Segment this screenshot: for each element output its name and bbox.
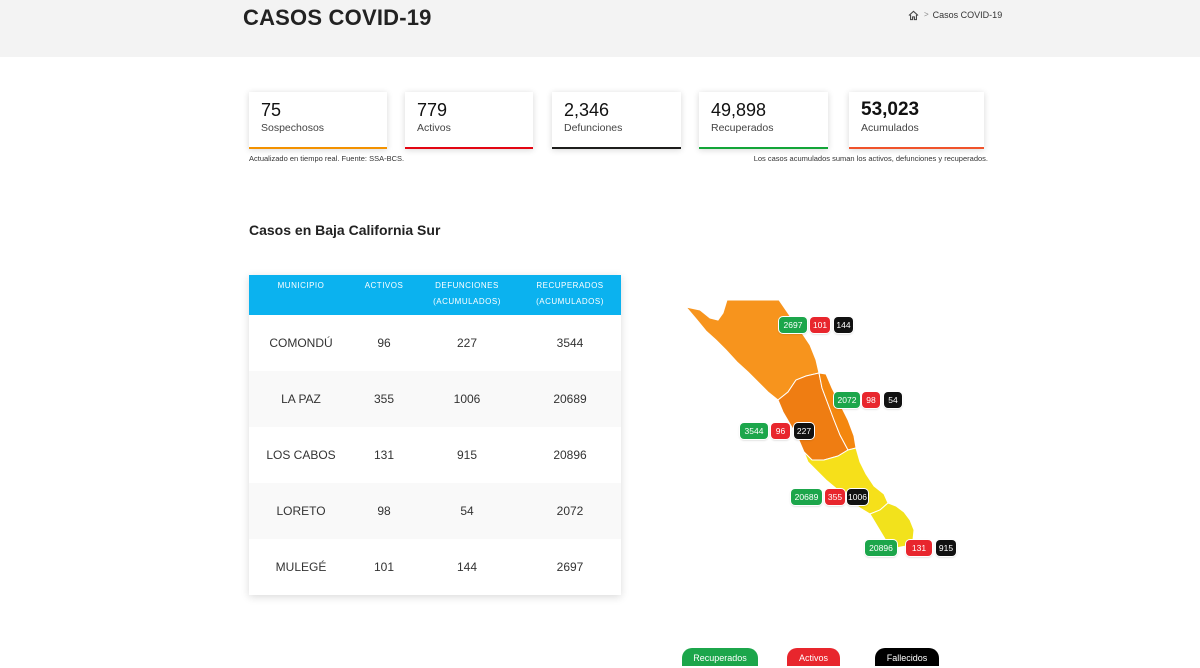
- breadcrumb-current: Casos COVID-19: [932, 10, 1003, 20]
- stat-label: Defunciones: [564, 122, 623, 134]
- map-region-los-cabos: [869, 502, 915, 549]
- stat-card-defunciones: 2,346 Defunciones: [552, 92, 681, 149]
- stat-label: Activos: [417, 122, 451, 134]
- legend-recuperados: Recuperados: [682, 648, 758, 666]
- stat-card-acumulados: 53,023 Acumulados: [849, 92, 984, 149]
- badge-recuperados-los-cabos: 20896: [865, 540, 897, 556]
- cell-defunciones: 54: [460, 504, 474, 518]
- badge-fallecidos-comondu: 227: [794, 423, 814, 439]
- cell-defunciones: 915: [456, 448, 478, 462]
- badge-activos-comondu: 96: [771, 423, 790, 439]
- stat-label: Recuperados: [711, 122, 774, 134]
- cell-recuperados: 2697: [556, 560, 584, 574]
- badge-recuperados-loreto: 2072: [834, 392, 860, 408]
- cell-municipio: LORETO: [276, 504, 326, 518]
- stat-card-activos: 779 Activos: [405, 92, 533, 149]
- cell-recuperados: 3544: [556, 336, 584, 350]
- cell-defunciones: 1006: [453, 392, 481, 406]
- cell-activos: 96: [377, 336, 391, 350]
- table-row: LOS CABOS 131 915 20896: [249, 427, 621, 483]
- column-header-defunciones: DEFUNCIONES (ACUMULADOS): [433, 281, 501, 306]
- badge-fallecidos-los-cabos: 915: [936, 540, 956, 556]
- column-header-activos: ACTIVOS: [364, 281, 404, 290]
- column-header-recuperados: RECUPERADOS (ACUMULADOS): [536, 281, 604, 306]
- badge-fallecidos-la-paz: 1006: [847, 489, 868, 505]
- column-header-municipio: MUNICIPIO: [277, 281, 325, 290]
- cell-activos: 131: [373, 448, 395, 462]
- table-header: MUNICIPIO ACTIVOS DEFUNCIONES (ACUMULADO…: [249, 275, 621, 315]
- source-note: Actualizado en tiempo real. Fuente: SSA-…: [249, 154, 405, 163]
- cell-municipio: LA PAZ: [281, 392, 321, 406]
- stat-label: Sospechosos: [261, 122, 325, 134]
- stat-value: 779: [417, 100, 448, 120]
- cell-activos: 355: [373, 392, 395, 406]
- badge-recuperados-la-paz: 20689: [791, 489, 822, 505]
- stat-value: 53,023: [861, 99, 920, 120]
- accumulated-note: Los casos acumulados suman los activos, …: [753, 154, 988, 163]
- cell-recuperados: 20689: [553, 392, 587, 406]
- stat-value: 75: [261, 100, 282, 120]
- table-row: LORETO 98 54 2072: [249, 483, 621, 539]
- cell-recuperados: 20896: [553, 448, 587, 462]
- page-header: [0, 0, 1200, 57]
- page-title: CASOS COVID-19: [243, 5, 432, 30]
- cell-activos: 101: [373, 560, 395, 574]
- cases-table: MUNICIPIO ACTIVOS DEFUNCIONES (ACUMULADO…: [249, 275, 621, 595]
- badge-activos-los-cabos: 131: [906, 540, 932, 556]
- badge-recuperados-mulege: 2697: [779, 317, 807, 333]
- section-title: Casos en Baja California Sur: [249, 222, 441, 238]
- cell-municipio: COMONDÚ: [269, 336, 333, 350]
- stat-label: Acumulados: [861, 122, 919, 134]
- cell-recuperados: 2072: [556, 504, 584, 518]
- badge-activos-mulege: 101: [810, 317, 830, 333]
- cell-defunciones: 227: [456, 336, 478, 350]
- badge-recuperados-comondu: 3544: [740, 423, 768, 439]
- cell-activos: 98: [377, 504, 391, 518]
- stat-card-recuperados: 49,898 Recuperados: [699, 92, 828, 149]
- legend-activos: Activos: [787, 648, 840, 666]
- badge-fallecidos-mulege: 144: [834, 317, 853, 333]
- stat-value: 49,898: [711, 100, 767, 120]
- table-row: LA PAZ 355 1006 20689: [249, 371, 621, 427]
- cell-defunciones: 144: [456, 560, 478, 574]
- badge-fallecidos-loreto: 54: [884, 392, 902, 408]
- badge-activos-la-paz: 355: [825, 489, 845, 505]
- home-icon[interactable]: [908, 10, 919, 21]
- badge-activos-loreto: 98: [862, 392, 880, 408]
- stat-value: 2,346: [564, 100, 610, 120]
- table-row: MULEGÉ 101 144 2697: [249, 539, 621, 595]
- cell-municipio: MULEGÉ: [275, 560, 327, 574]
- breadcrumb-separator: >: [924, 10, 929, 19]
- stat-card-sospechosos: 75 Sospechosos: [249, 92, 387, 149]
- cell-municipio: LOS CABOS: [266, 448, 336, 462]
- breadcrumb: > Casos COVID-19: [908, 9, 1002, 21]
- legend-fallecidos: Fallecidos: [875, 648, 939, 666]
- table-row: COMONDÚ 96 227 3544: [249, 315, 621, 371]
